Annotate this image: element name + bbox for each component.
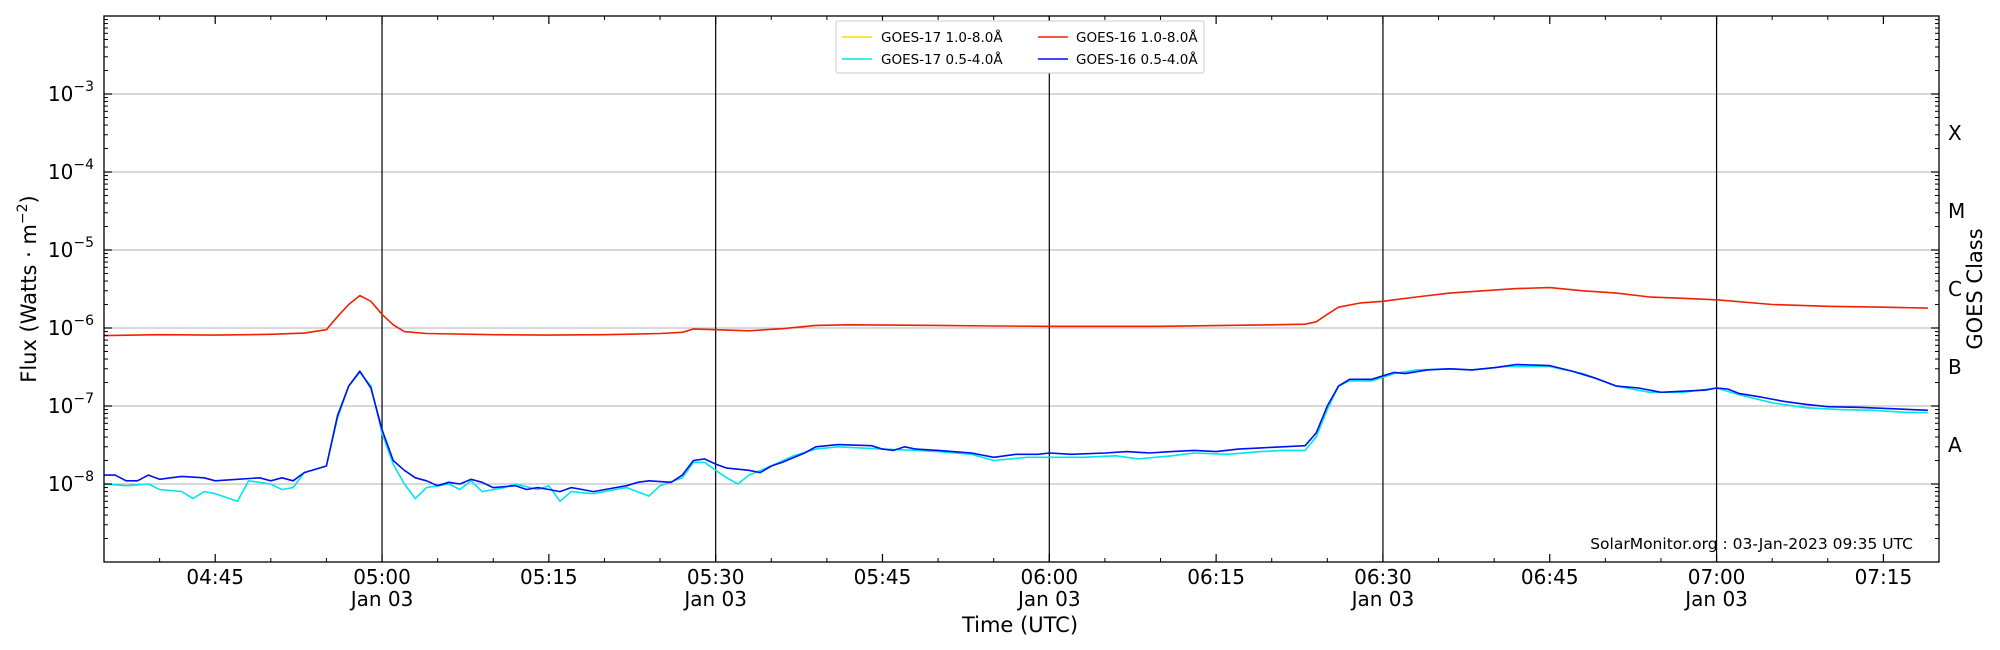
x-tick-label: 04:45 <box>186 565 244 589</box>
gridlines <box>104 93 1939 485</box>
y-tick-label: 10−4 <box>48 157 94 184</box>
x-tick-date-label: Jan 03 <box>682 587 747 611</box>
legend-box <box>835 20 1205 74</box>
x-tick-label: 06:15 <box>1187 565 1245 589</box>
goes-class-label-b: B <box>1948 355 1962 379</box>
goes-class-label-a: A <box>1948 433 1962 457</box>
legend-label-goes17-short: GOES-17 0.5-4.0Å <box>881 51 1003 68</box>
x-tick-label: 06:30 <box>1354 565 1412 589</box>
day-separator-lines <box>381 16 1718 562</box>
y-axis-label: Flux (Watts · m−2) <box>15 195 41 383</box>
series-lines <box>104 286 1928 503</box>
credit-text: SolarMonitor.org : 03-Jan-2023 09:35 UTC <box>1590 535 1913 553</box>
series-line-goes16-short <box>104 363 1928 493</box>
y-tick-labels: 10−3 10−4 10−5 10−6 10−7 10−8 <box>48 79 94 496</box>
goes-class-axis-label: GOES Class <box>1963 228 1987 349</box>
legend: GOES-17 1.0-8.0Å GOES-17 0.5-4.0Å GOES-1… <box>835 20 1205 74</box>
x-tick-label: 06:45 <box>1521 565 1579 589</box>
legend-label-goes16-short: GOES-16 0.5-4.0Å <box>1076 51 1198 68</box>
x-tick-label: 05:15 <box>520 565 578 589</box>
goes-class-label-c: C <box>1948 277 1962 301</box>
goes-class-label-m: M <box>1948 199 1965 223</box>
axis-ticks <box>103 16 1940 562</box>
x-tick-label: 05:00 <box>353 565 411 589</box>
y-tick-label: 10−5 <box>48 235 94 262</box>
y-tick-label: 10−8 <box>48 469 94 496</box>
legend-label-goes17-long: GOES-17 1.0-8.0Å <box>881 29 1003 46</box>
y-tick-label: 10−7 <box>48 391 94 418</box>
x-tick-label: 07:00 <box>1688 565 1746 589</box>
goes-class-label-x: X <box>1948 121 1962 145</box>
plot-frame <box>103 15 1940 563</box>
x-tick-label: 05:30 <box>687 565 745 589</box>
x-axis-label: Time (UTC) <box>961 613 1078 637</box>
x-tick-date-label: Jan 03 <box>1350 587 1415 611</box>
x-tick-date-label: Jan 03 <box>349 587 414 611</box>
goes-class-labels: X M C B A <box>1948 121 1965 457</box>
y-tick-label: 10−6 <box>48 313 94 340</box>
x-tick-label: 07:15 <box>1855 565 1913 589</box>
x-tick-label: 05:45 <box>854 565 912 589</box>
legend-label-goes16-long: GOES-16 1.0-8.0Å <box>1076 29 1198 46</box>
y-tick-label: 10−3 <box>48 79 94 106</box>
series-line-goes16-long <box>104 286 1928 337</box>
x-tick-date-label: Jan 03 <box>1683 587 1748 611</box>
x-tick-label: 06:00 <box>1020 565 1078 589</box>
x-tick-date-label: Jan 03 <box>1016 587 1081 611</box>
